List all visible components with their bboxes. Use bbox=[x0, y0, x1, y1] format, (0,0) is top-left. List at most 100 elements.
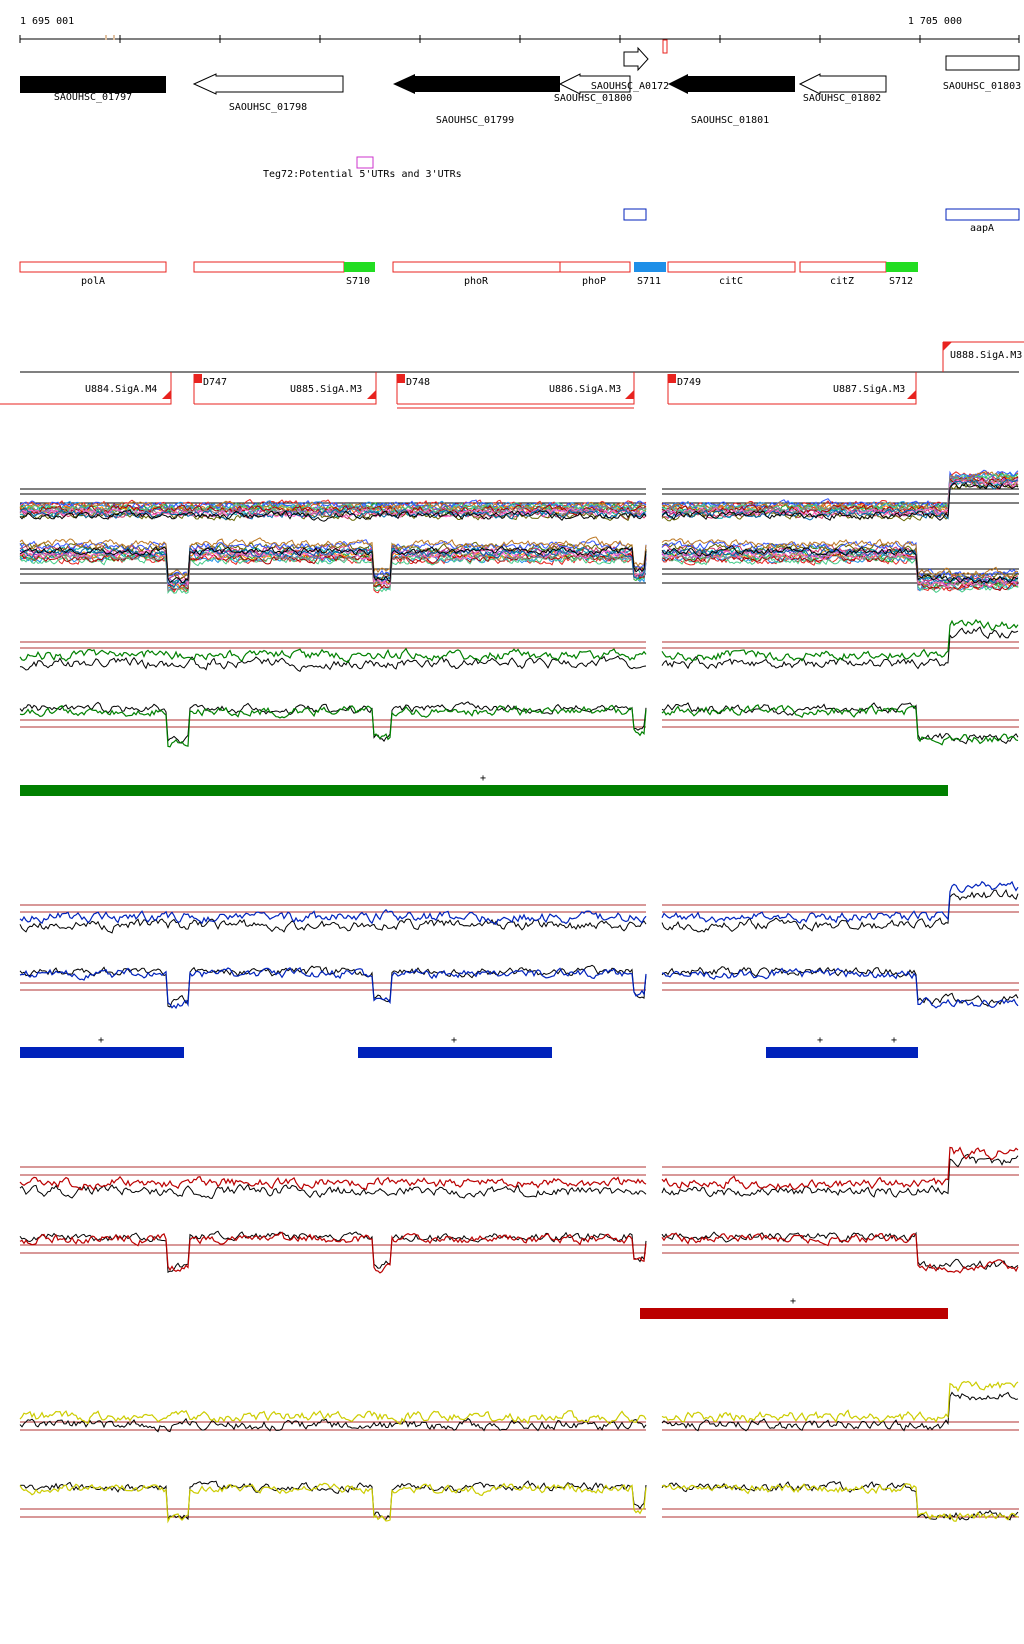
expression-trace-top bbox=[19, 1175, 647, 1191]
feature-label: phoP bbox=[582, 276, 606, 287]
aapA-label: aapA bbox=[970, 223, 994, 234]
segment-mark: + bbox=[98, 1035, 104, 1046]
utr-annotation[interactable]: Teg72:Potential 5'UTRs and 3'UTRs bbox=[263, 156, 462, 180]
segment-mark: + bbox=[817, 1035, 823, 1046]
gene-SAOUHSC_01802[interactable]: SAOUHSC_01802 bbox=[798, 73, 887, 104]
feature-polA[interactable] bbox=[19, 261, 167, 273]
promoter-label: U884.SigA.M4 bbox=[85, 384, 157, 395]
feature-citC[interactable] bbox=[667, 261, 796, 273]
feature-phoR[interactable] bbox=[392, 261, 561, 273]
expression-trace bbox=[661, 540, 1019, 580]
expression-trace bbox=[661, 478, 1019, 519]
feature-S711[interactable] bbox=[634, 262, 666, 272]
feature-citZ[interactable] bbox=[799, 261, 887, 273]
expression-trace-black bbox=[19, 701, 647, 744]
gene-label: SAOUHSC_01802 bbox=[803, 93, 881, 104]
feature-label: citC bbox=[719, 276, 743, 287]
segment-mark: + bbox=[480, 773, 486, 784]
panel-blue bbox=[19, 880, 1019, 1010]
gene-label: SAOUHSC_01797 bbox=[54, 92, 132, 103]
feature-label: phoR bbox=[464, 276, 489, 287]
expression-trace bbox=[19, 509, 647, 522]
expression-trace-bottom bbox=[661, 704, 1019, 746]
segment-mark: + bbox=[451, 1035, 457, 1046]
expression-trace-black bbox=[661, 888, 1019, 933]
expression-trace bbox=[661, 543, 1019, 583]
gene-SAOUHSC_01800[interactable]: SAOUHSC_01800 bbox=[554, 73, 632, 104]
utr-label: Teg72:Potential 5'UTRs and 3'UTRs bbox=[263, 169, 462, 180]
operon-track: polA S710 phoR phoP S711 citC citZ S712 bbox=[19, 261, 918, 287]
promoter-label: U887.SigA.M3 bbox=[833, 384, 905, 395]
expression-trace bbox=[19, 545, 647, 584]
ruler-ticks bbox=[19, 35, 1020, 43]
expression-trace-top bbox=[661, 1380, 1019, 1424]
blue-segment-bar-3[interactable] bbox=[766, 1047, 918, 1058]
promoter-label: D747 bbox=[203, 377, 227, 388]
expression-trace-top bbox=[661, 618, 1019, 662]
expression-trace bbox=[661, 542, 1019, 581]
expression-trace-bottom bbox=[661, 967, 1019, 1009]
blue-segment-bar-1[interactable] bbox=[20, 1047, 184, 1058]
blue-feature-track: aapA bbox=[623, 208, 1020, 234]
expression-trace-black bbox=[661, 1153, 1019, 1198]
feature-phoP[interactable] bbox=[559, 261, 631, 273]
green-segment-bar[interactable] bbox=[20, 785, 948, 796]
expression-trace-top bbox=[19, 647, 647, 664]
up-promoter-U884[interactable]: U884.SigA.M4 bbox=[0, 372, 172, 405]
promoter-label: U886.SigA.M3 bbox=[549, 384, 621, 395]
panel-all-conditions bbox=[19, 469, 1019, 595]
expression-trace-bottom bbox=[19, 1231, 647, 1274]
gene-SAOUHSC_A0172[interactable]: SAOUHSC_A0172 bbox=[591, 46, 669, 92]
feature-label: citZ bbox=[830, 276, 854, 287]
feature-S712[interactable] bbox=[886, 262, 918, 272]
ruler-end-label: 1 705 000 bbox=[908, 16, 962, 27]
expression-trace bbox=[19, 539, 647, 578]
promoter-label: U888.SigA.M3 bbox=[950, 350, 1022, 361]
expression-trace-top bbox=[661, 880, 1019, 924]
gene-SAOUHSC_01801[interactable]: SAOUHSC_01801 bbox=[668, 74, 795, 126]
panel-yellow bbox=[19, 1380, 1019, 1524]
expression-trace bbox=[661, 478, 1019, 521]
utr-box bbox=[356, 156, 374, 169]
expression-trace-black bbox=[661, 702, 1019, 745]
promoter-track: U888.SigA.M3 U884.SigA.M4 D747 U885.SigA… bbox=[0, 341, 1024, 409]
feature-S710[interactable] bbox=[344, 262, 375, 272]
expression-trace bbox=[19, 498, 647, 511]
expression-trace bbox=[19, 552, 647, 591]
expression-trace bbox=[661, 552, 1019, 592]
panel-green bbox=[19, 618, 1019, 748]
gene-SAOUHSC_01798[interactable]: SAOUHSC_01798 bbox=[192, 73, 344, 113]
gene-label: SAOUHSC_01803 bbox=[943, 81, 1021, 92]
gene-label: SAOUHSC_01801 bbox=[691, 115, 769, 126]
expression-trace-bottom bbox=[661, 1483, 1019, 1522]
promoter-label: U885.SigA.M3 bbox=[290, 384, 362, 395]
expression-trace-bottom bbox=[19, 1482, 647, 1524]
feature-label: S711 bbox=[637, 276, 661, 287]
down-promoter-D749[interactable]: D749 U887.SigA.M3 bbox=[667, 372, 917, 405]
expression-trace bbox=[661, 548, 1018, 586]
gene-SAOUHSC_01797[interactable]: SAOUHSC_01797 bbox=[20, 76, 166, 103]
gene-SAOUHSC_01799[interactable]: SAOUHSC_01799 bbox=[393, 74, 560, 126]
expression-trace-bottom bbox=[661, 1232, 1019, 1274]
up-promoter-U888[interactable]: U888.SigA.M3 bbox=[942, 341, 1024, 372]
expression-trace-top bbox=[19, 1409, 647, 1426]
expression-trace bbox=[661, 470, 1019, 511]
expression-trace-black bbox=[661, 966, 1019, 1007]
segment-mark: + bbox=[790, 1296, 796, 1307]
red-segment-bar[interactable] bbox=[640, 1308, 948, 1319]
down-promoter-D748[interactable]: D748 U886.SigA.M3 bbox=[396, 372, 635, 409]
gene-SAOUHSC_01803[interactable]: SAOUHSC_01803 bbox=[943, 55, 1021, 92]
blue-feature-box[interactable] bbox=[623, 208, 647, 221]
gene-label: SAOUHSC_01798 bbox=[229, 102, 307, 113]
expression-trace-black bbox=[19, 1417, 647, 1433]
feature-unnamed[interactable] bbox=[193, 261, 345, 273]
feature-label: S712 bbox=[889, 276, 913, 287]
ruler-marker bbox=[105, 35, 115, 40]
blue-segment-bar-2[interactable] bbox=[358, 1047, 552, 1058]
down-promoter-D747[interactable]: D747 U885.SigA.M3 bbox=[193, 372, 377, 405]
expression-trace-top bbox=[661, 1146, 1019, 1191]
aapA-feature-box[interactable] bbox=[945, 208, 1020, 221]
expression-trace bbox=[661, 551, 1019, 592]
expression-trace bbox=[661, 538, 1019, 578]
